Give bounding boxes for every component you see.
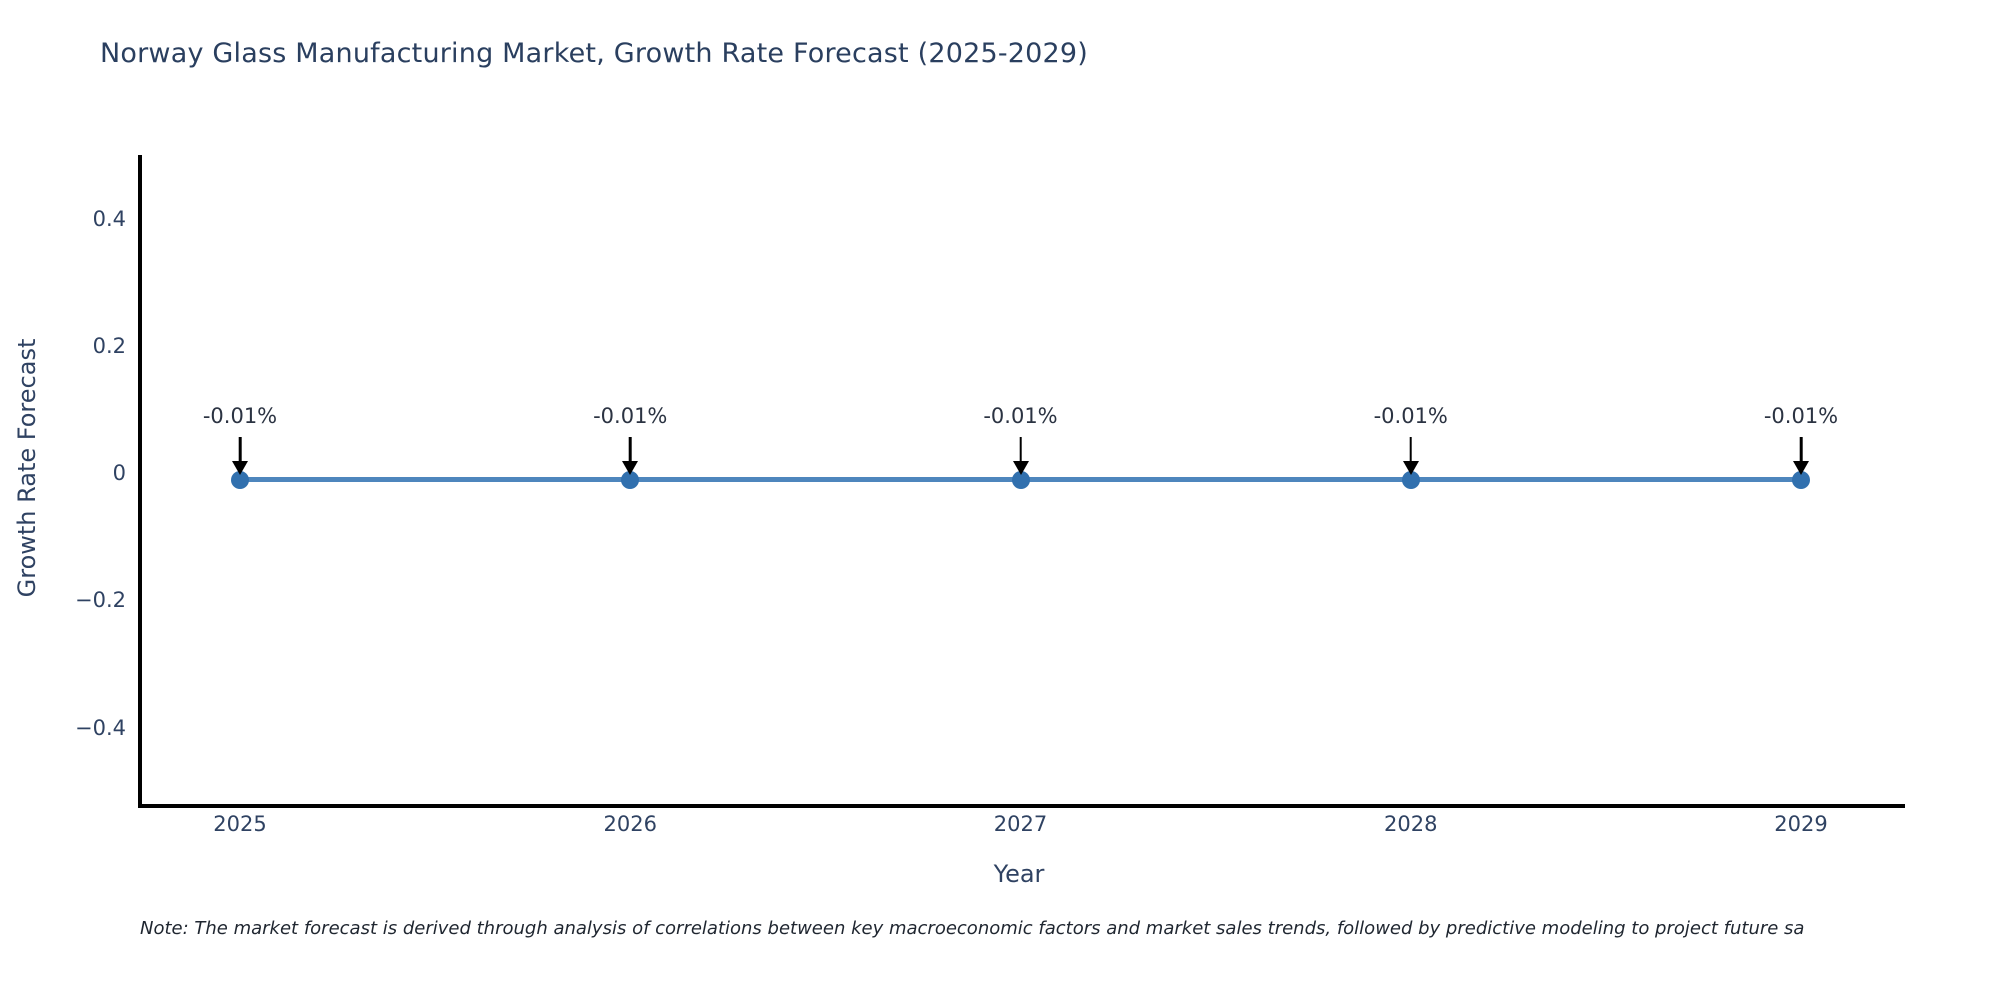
chart-title: Norway Glass Manufacturing Market, Growt… bbox=[100, 38, 1089, 69]
y-tick-label: −0.4 bbox=[75, 715, 126, 740]
x-tick-label: 2029 bbox=[1774, 812, 1828, 836]
annotation-label: -0.01% bbox=[1763, 403, 1839, 428]
annotation-arrowhead-icon bbox=[1012, 460, 1029, 475]
data-point-marker bbox=[1401, 470, 1420, 489]
data-point-marker bbox=[621, 470, 640, 489]
annotation-label: -0.01% bbox=[593, 403, 668, 428]
annotation-arrow-stem bbox=[1409, 436, 1413, 463]
annotation-arrowhead-icon bbox=[622, 460, 639, 475]
annotation-arrow-stem bbox=[238, 436, 242, 463]
x-tick-label: 2025 bbox=[213, 812, 267, 836]
annotation-arrowhead-icon bbox=[1793, 460, 1809, 475]
annotation-arrowhead-icon bbox=[232, 460, 248, 475]
annotation-arrow-stem bbox=[1799, 436, 1803, 463]
annotation-arrowhead-icon bbox=[1402, 460, 1419, 475]
plot-area bbox=[138, 155, 1905, 808]
annotation-label: -0.01% bbox=[983, 403, 1058, 428]
y-tick-label: 0.4 bbox=[92, 206, 126, 231]
x-axis-title: Year bbox=[993, 860, 1045, 888]
y-axis-title: Growth Rate Forecast bbox=[13, 338, 41, 598]
y-tick-label: 0 bbox=[112, 461, 126, 486]
x-tick-label: 2026 bbox=[603, 812, 657, 836]
x-tick-label: 2028 bbox=[1384, 812, 1438, 836]
annotation-arrow-stem bbox=[1019, 436, 1022, 463]
y-tick-label: −0.2 bbox=[75, 588, 126, 613]
annotation-label: -0.01% bbox=[202, 403, 278, 428]
data-point-marker bbox=[1011, 470, 1030, 489]
x-tick-label: 2027 bbox=[993, 812, 1048, 836]
data-point-marker bbox=[1792, 470, 1810, 489]
annotation-arrow-stem bbox=[628, 436, 632, 463]
footnote: Note: The market forecast is derived thr… bbox=[140, 918, 1805, 939]
annotation-label: -0.01% bbox=[1373, 403, 1448, 428]
data-point-marker bbox=[231, 470, 249, 489]
y-tick-label: 0.2 bbox=[92, 333, 126, 358]
